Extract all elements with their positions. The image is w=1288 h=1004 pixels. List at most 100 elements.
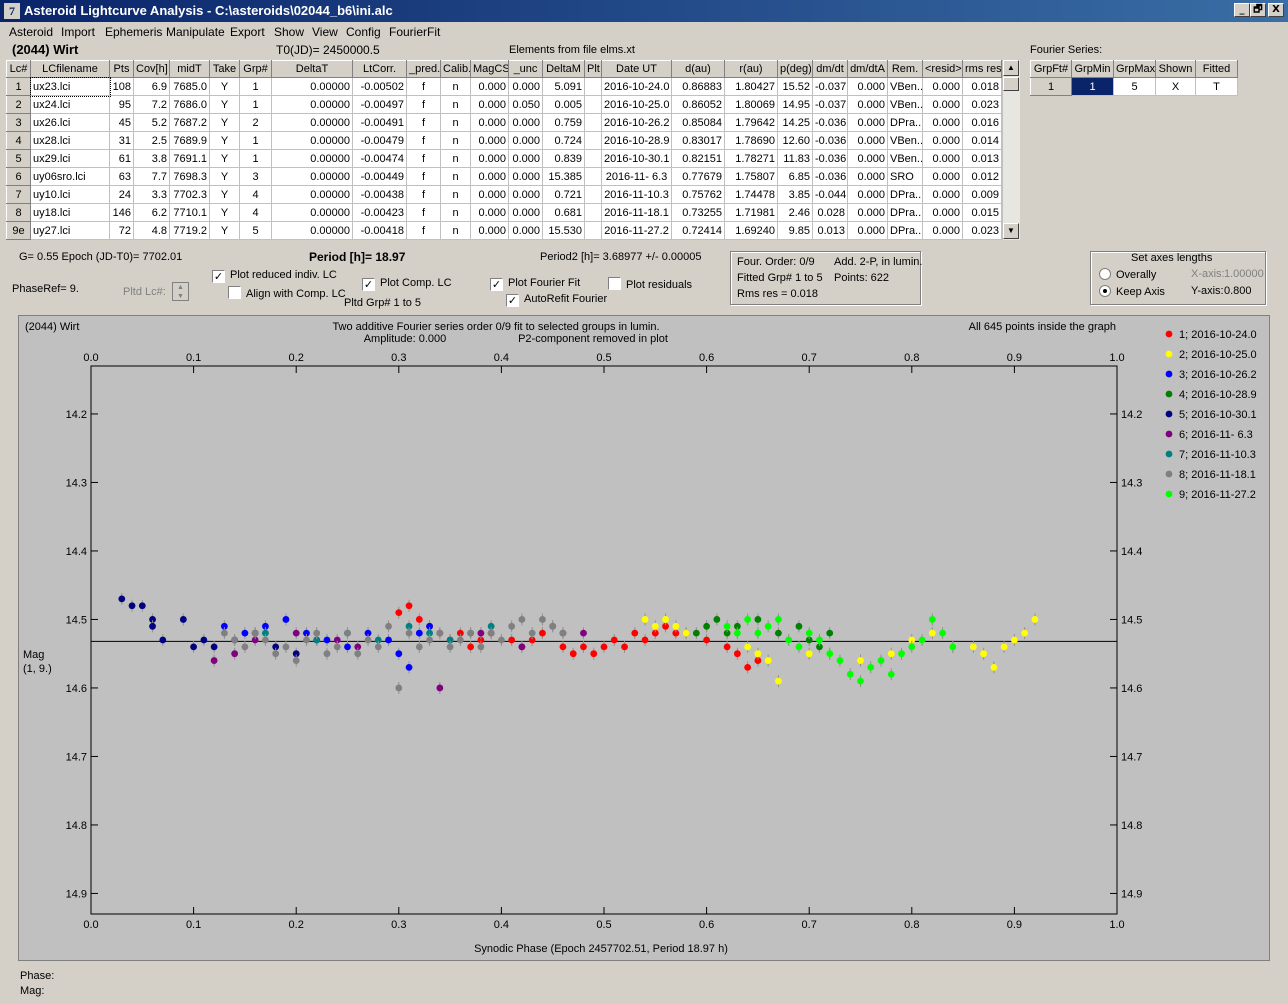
table-cell[interactable]: 0.000 [847, 131, 888, 150]
table-cell[interactable]: 5.2 [133, 113, 170, 132]
table-cell[interactable]: 1.80427 [724, 77, 778, 96]
table-row[interactable]: 7 uy10.lci 24 3.3 7702.3 Y 4 0.00000 -0.00438 f n 0… [6, 185, 1002, 204]
column-header[interactable]: <resid> [922, 60, 963, 78]
table-cell[interactable]: 0.75762 [671, 185, 725, 204]
table-cell[interactable]: 1.69240 [724, 221, 778, 240]
table-cell[interactable]: 0.000 [470, 113, 509, 132]
table-cell[interactable]: 0.000 [922, 113, 963, 132]
table-cell[interactable]: 1.78690 [724, 131, 778, 150]
table-cell[interactable]: 0.83017 [671, 131, 725, 150]
column-header[interactable]: Cov[h] [133, 60, 170, 78]
table-cell[interactable]: 12.60 [777, 131, 813, 150]
table-cell[interactable]: -0.00418 [352, 221, 407, 240]
table-cell[interactable]: 2016-11-10.3 [601, 185, 672, 204]
lightcurve-app-icon[interactable]: 7 [4, 3, 20, 19]
table-cell[interactable]: 7689.9 [169, 131, 210, 150]
table-cell[interactable]: 0.018 [962, 77, 1002, 96]
table-cell[interactable]: DPra.. [887, 203, 923, 222]
table-cell[interactable]: ux28.lci [30, 131, 110, 150]
column-header[interactable]: Rem. [887, 60, 923, 78]
table-cell[interactable]: 0.000 [470, 131, 509, 150]
overally-radio[interactable]: Overally [1099, 268, 1156, 281]
fourier-cell[interactable]: T [1195, 77, 1238, 96]
table-cell[interactable]: 0.72414 [671, 221, 725, 240]
table-cell[interactable]: 1 [239, 131, 272, 150]
minimize-button[interactable]: _ [1234, 3, 1250, 17]
table-cell[interactable]: n [440, 167, 471, 186]
table-cell[interactable]: 0.77679 [671, 167, 725, 186]
align-checkbox[interactable]: Align with Comp. LC [228, 286, 346, 300]
table-cell[interactable]: 0.000 [922, 185, 963, 204]
column-header[interactable]: MagCS [470, 60, 509, 78]
table-cell[interactable]: 0.000 [847, 203, 888, 222]
table-cell[interactable]: DPra.. [887, 221, 923, 240]
table-cell[interactable]: 2016-10-30.1 [601, 149, 672, 168]
menu-asteroid[interactable]: Asteroid [9, 25, 54, 39]
table-cell[interactable]: SRO [887, 167, 923, 186]
table-cell[interactable]: 0.016 [962, 113, 1002, 132]
plot-fourier-checkbox[interactable]: ✓ Plot Fourier Fit [490, 277, 581, 291]
restore-button[interactable]: 🗗 [1250, 3, 1266, 17]
table-cell[interactable]: Y [209, 95, 240, 114]
fourier-cell[interactable]: X [1155, 77, 1196, 96]
column-header[interactable]: _pred. [406, 60, 441, 78]
table-cell[interactable]: 7.2 [133, 95, 170, 114]
table-cell[interactable]: 1.78271 [724, 149, 778, 168]
table-cell[interactable]: Y [209, 131, 240, 150]
table-cell[interactable] [584, 221, 602, 240]
table-cell[interactable]: 0.000 [922, 203, 963, 222]
table-cell[interactable]: 0.000 [508, 149, 543, 168]
table-cell[interactable]: DPra.. [887, 185, 923, 204]
table-cell[interactable]: 2016-11-18.1 [601, 203, 672, 222]
table-cell[interactable]: f [406, 149, 441, 168]
period-label[interactable]: Period [h]= 18.97 [309, 250, 406, 264]
column-header[interactable]: LCfilename [30, 60, 110, 78]
fourier-cell[interactable]: 5 [1113, 77, 1156, 96]
table-cell[interactable] [584, 149, 602, 168]
table-cell[interactable]: 6.9 [133, 77, 170, 96]
table-cell[interactable]: 4 [239, 203, 272, 222]
x-axis-value[interactable]: 1.00000 [1224, 268, 1264, 280]
fourier-column-header[interactable]: GrpMax [1113, 60, 1156, 78]
table-cell[interactable]: 0.023 [962, 95, 1002, 114]
row-header[interactable]: 5 [6, 149, 31, 168]
table-cell[interactable]: 7686.0 [169, 95, 210, 114]
fourier-column-header[interactable]: Shown [1155, 60, 1196, 78]
table-cell[interactable]: 0.028 [812, 203, 848, 222]
menu-view[interactable]: View [312, 25, 338, 39]
table-cell[interactable]: 0.012 [962, 167, 1002, 186]
table-cell[interactable] [584, 95, 602, 114]
table-cell[interactable]: f [406, 77, 441, 96]
table-cell[interactable]: -0.036 [812, 167, 848, 186]
column-header[interactable]: p(deg) [777, 60, 813, 78]
table-cell[interactable]: 0.00000 [271, 149, 353, 168]
table-cell[interactable]: n [440, 95, 471, 114]
table-cell[interactable]: 0.000 [847, 221, 888, 240]
menu-fourierfit[interactable]: FourierFit [389, 25, 441, 39]
table-cell[interactable]: 3.3 [133, 185, 170, 204]
table-cell[interactable]: 0.86052 [671, 95, 725, 114]
table-cell[interactable]: 15.52 [777, 77, 813, 96]
table-cell[interactable]: 7702.3 [169, 185, 210, 204]
table-cell[interactable]: 0.000 [847, 185, 888, 204]
table-cell[interactable]: -0.044 [812, 185, 848, 204]
table-cell[interactable]: f [406, 221, 441, 240]
row-header[interactable]: 1 [6, 77, 31, 96]
keep-axis-radio[interactable]: Keep Axis [1099, 285, 1165, 298]
table-row[interactable]: 6 uy06sro.lci 63 7.7 7698.3 Y 3 0.00000 -0.00449… [6, 167, 1002, 186]
table-cell[interactable]: 0.000 [847, 95, 888, 114]
column-header[interactable]: r(au) [724, 60, 778, 78]
table-cell[interactable]: 7698.3 [169, 167, 210, 186]
column-header[interactable]: Lc# [6, 60, 31, 78]
row-header[interactable]: 6 [6, 167, 31, 186]
table-cell[interactable] [584, 167, 602, 186]
table-cell[interactable]: 6.2 [133, 203, 170, 222]
table-cell[interactable]: -0.00491 [352, 113, 407, 132]
table-cell[interactable]: f [406, 203, 441, 222]
table-cell[interactable]: 0.00000 [271, 203, 353, 222]
table-cell[interactable]: 1 [239, 95, 272, 114]
menu-manipulate[interactable]: Manipulate [166, 25, 225, 39]
table-cell[interactable]: 63 [109, 167, 134, 186]
table-cell[interactable]: 11.83 [777, 149, 813, 168]
fourier-column-header[interactable]: GrpMin [1071, 60, 1114, 78]
